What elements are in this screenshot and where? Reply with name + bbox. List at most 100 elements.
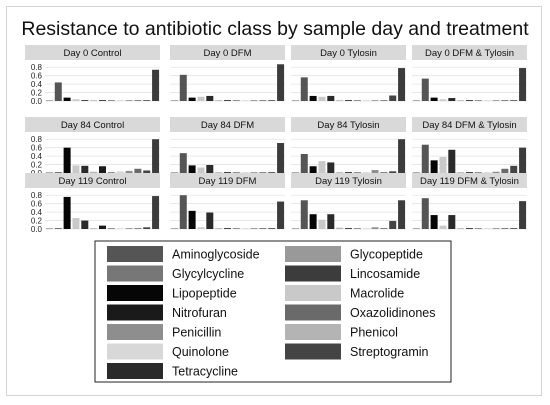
bar-phenicol [215, 172, 223, 173]
bar-streptogramin [268, 172, 276, 173]
bar-oxazolidinones [134, 168, 142, 173]
bar-streptogramin [389, 220, 397, 229]
legend-swatch [285, 343, 341, 360]
bar-lipopeptide [430, 215, 438, 229]
bar-oxazolidinones [501, 168, 509, 173]
legend-swatch [107, 304, 163, 321]
legend-item-aminoglycoside: Aminoglycoside [107, 246, 260, 262]
bar-glycylcycline [353, 100, 361, 101]
bar-tetracycline [327, 162, 335, 173]
bar-glycylcycline [474, 172, 482, 173]
bar-quinolone [362, 100, 370, 101]
bar-macrolide [197, 96, 205, 101]
bar-macrolide [318, 161, 326, 173]
bar-phenicol [457, 228, 465, 229]
y-tick-label: 0.0 [31, 97, 43, 106]
bar-penicillin [250, 172, 258, 173]
bar-glycylcycline [232, 228, 240, 229]
bar-streptogramin [143, 170, 151, 173]
bar-penicillin [371, 227, 379, 229]
panel-strip-label: Day 119 DFM & Tylosin [420, 176, 519, 187]
bar-nitrofuran [99, 100, 106, 101]
chart-title: Resistance to antibiotic class by sample… [21, 18, 529, 40]
bar-lincosamide [519, 147, 527, 173]
bar-lincosamide [277, 201, 285, 229]
bar-glycopeptide [291, 100, 299, 101]
bar-lipopeptide [63, 97, 71, 101]
panel-day-0-control: Day 0 Control 0.00.20.40.60.8 [25, 45, 160, 106]
legend-item-glycopeptide: Glycopeptide [285, 246, 423, 262]
y-tick-label: 0.8 [31, 63, 43, 72]
panel-day-0-dfm: Day 0 DFM [170, 45, 285, 102]
panel-strip-label: Day 119 Control [59, 176, 127, 187]
bar-phenicol [336, 100, 344, 101]
bar-phenicol [90, 228, 98, 229]
bar-oxazolidinones [380, 172, 388, 173]
bar-aminoglycoside [421, 78, 429, 101]
panel-day-119-control: Day 119 Control 0.00.20.40.60.8 [25, 173, 160, 234]
legend-swatch [285, 285, 341, 301]
bar-phenicol [90, 100, 98, 101]
bar-aminoglycoside [54, 82, 62, 101]
bar-penicillin [492, 100, 500, 101]
bar-quinolone [241, 228, 249, 229]
legend-item-penicillin: Penicillin [107, 324, 221, 340]
bar-glycylcycline [474, 228, 482, 229]
legend-label: Penicillin [172, 326, 221, 340]
bar-phenicol [336, 172, 344, 173]
legend-swatch [107, 343, 163, 360]
bar-tetracycline [327, 95, 335, 101]
y-tick-label: 0.0 [31, 225, 43, 234]
bar-penicillin [250, 100, 258, 101]
panel-strip [170, 45, 285, 60]
bar-streptogramin [268, 228, 276, 229]
legend-label: Quinolone [172, 345, 229, 359]
bar-lincosamide [519, 201, 527, 229]
bar-lipopeptide [430, 97, 438, 101]
bar-quinolone [116, 228, 124, 229]
legend-label: Streptogramin [350, 345, 429, 359]
bar-lincosamide [398, 68, 406, 101]
panel-strip-label: Day 84 Control [61, 120, 124, 131]
bar-tetracycline [327, 214, 335, 229]
bar-lipopeptide [309, 95, 317, 101]
bar-macrolide [72, 218, 80, 229]
bar-lipopeptide [188, 97, 196, 101]
panel-day-84-dfm: Day 84 DFM [170, 117, 285, 174]
bar-penicillin [250, 228, 258, 229]
bar-nitrofuran [466, 228, 473, 229]
bar-lipopeptide [430, 160, 438, 173]
bar-glycylcycline [232, 100, 240, 101]
legend-swatch [107, 265, 163, 282]
bar-macrolide [72, 99, 80, 101]
legend-item-glycylcycline: Glycylcycline [107, 265, 244, 282]
legend-swatch [285, 304, 341, 321]
bar-lincosamide [519, 68, 527, 101]
bar-phenicol [215, 228, 223, 229]
bar-streptogramin [143, 227, 151, 229]
bar-oxazolidinones [259, 100, 267, 101]
legend-item-quinolone: Quinolone [107, 343, 229, 360]
bar-glycylcycline [107, 100, 115, 101]
bar-nitrofuran [466, 100, 473, 101]
bar-tetracycline [81, 220, 89, 229]
bar-lincosamide [152, 69, 160, 101]
bar-penicillin [125, 170, 133, 173]
legend-box [94, 240, 452, 383]
bar-glycopeptide [45, 100, 53, 101]
bar-penicillin [492, 171, 500, 173]
y-tick-label: 0.8 [31, 191, 43, 200]
bar-nitrofuran [224, 172, 231, 173]
bar-penicillin [492, 228, 500, 229]
legend-swatch [107, 363, 163, 379]
bar-lincosamide [152, 196, 160, 229]
bar-nitrofuran [224, 228, 231, 229]
bar-aminoglycoside [300, 154, 308, 173]
panel-strip [291, 45, 406, 60]
bar-oxazolidinones [259, 172, 267, 173]
panel-strip [25, 173, 160, 188]
bar-oxazolidinones [259, 228, 267, 229]
panel-day-119-dfm-and-tylosin: Day 119 DFM & Tylosin [412, 173, 527, 230]
bar-aminoglycoside [300, 77, 308, 101]
